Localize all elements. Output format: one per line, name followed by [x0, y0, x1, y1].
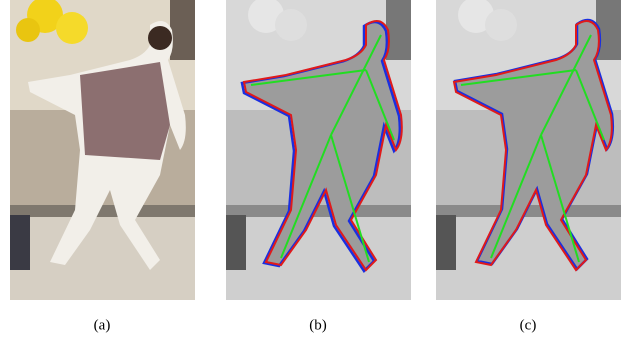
panel-label: (a) [94, 317, 111, 333]
photo-c [436, 0, 621, 300]
panel-label: (c) [520, 317, 537, 333]
figure: (a) (b) (c) [0, 0, 621, 339]
panel-label: (b) [309, 317, 327, 333]
photo-b [226, 0, 411, 300]
photo-a [10, 0, 195, 300]
